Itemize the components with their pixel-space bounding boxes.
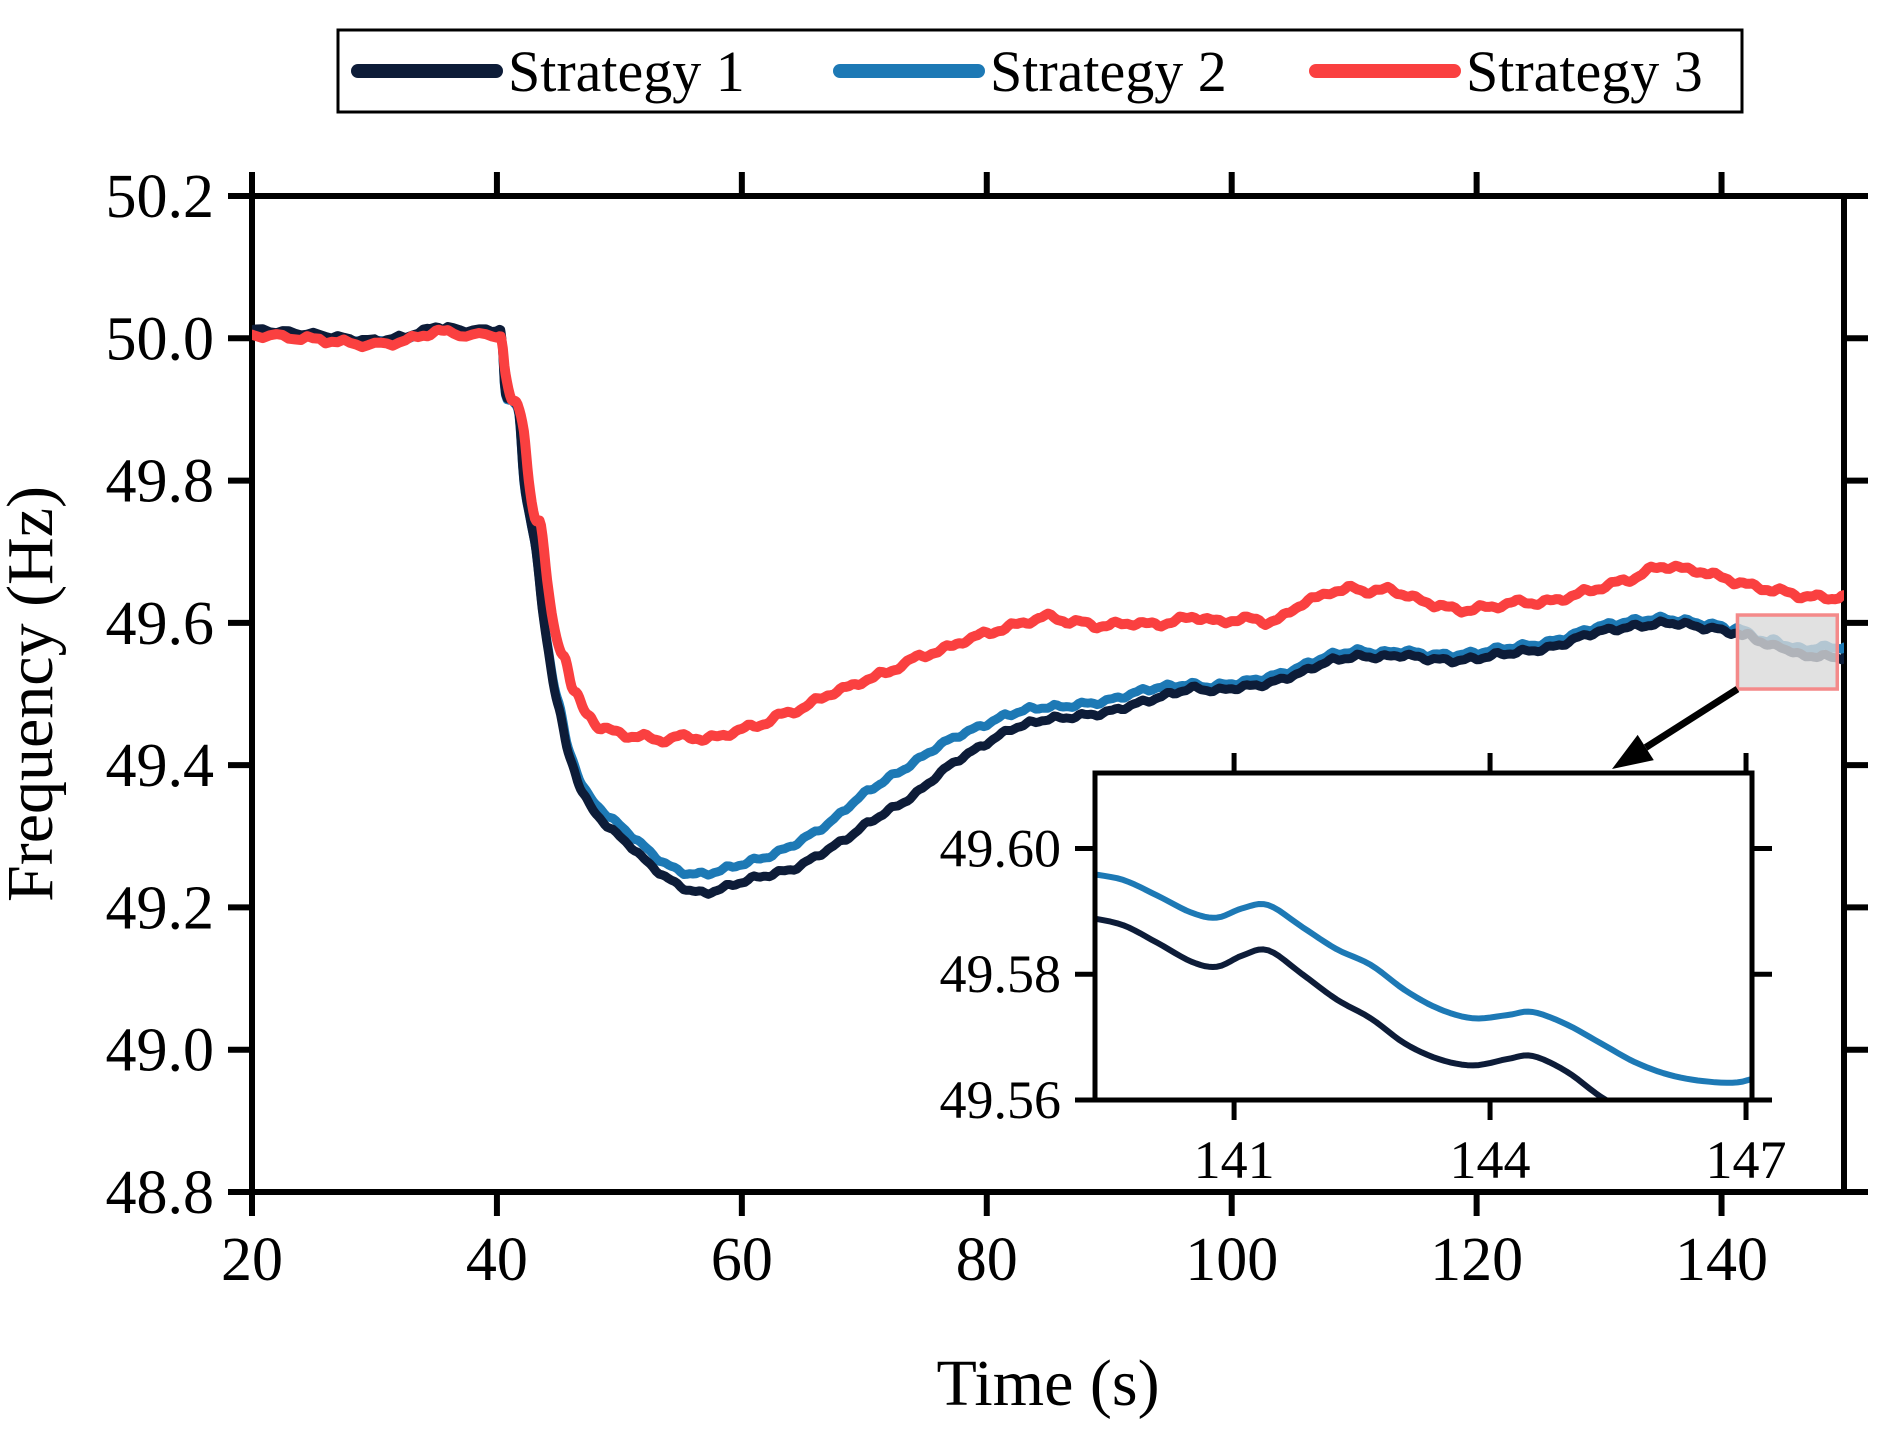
x-tick-label: 120	[1430, 1226, 1523, 1294]
y-tick-label: 50.2	[106, 163, 215, 231]
main-axis-tick-labels: 20 40 60 80 100 120 140 48.8 49.0 49.2 49.4 49.6 49.…	[106, 163, 1769, 1294]
inset-series-line-strategy-2	[1095, 871, 1752, 1086]
callout-arrow-line	[1643, 686, 1740, 751]
series-line-strategy-3	[252, 324, 1844, 748]
main-plot-frame	[249, 193, 1847, 1195]
inset-zoom-plot: 141 144 147 49.56 49.58 49.60	[940, 753, 1787, 1190]
y-tick-label: 48.8	[106, 1159, 215, 1227]
main-plot-axes: 20 40 60 80 100 120 140 48.8 49.0 49.2 49.4 49.6 49.…	[0, 163, 1868, 1420]
zoom-highlight-region	[1735, 613, 1840, 691]
legend-label-strategy-1: Strategy 1	[508, 39, 745, 104]
y-tick-label: 49.4	[106, 732, 215, 800]
inset-background	[1095, 773, 1752, 1100]
main-axis-ticks	[228, 172, 1868, 1216]
legend: Strategy 1 Strategy 2 Strategy 3	[336, 28, 1744, 114]
inset-y-tick-label: 49.58	[940, 944, 1062, 1004]
x-tick-label: 140	[1675, 1226, 1768, 1294]
callout-arrowhead	[1612, 734, 1654, 769]
x-axis-label: Time (s)	[936, 1347, 1159, 1420]
inset-series-line-strategy-1	[1095, 915, 1612, 1100]
inset-x-tick-label: 144	[1450, 1130, 1531, 1190]
y-tick-label: 49.0	[106, 1017, 215, 1085]
y-tick-label: 49.8	[106, 448, 215, 516]
highlight-box	[1735, 613, 1840, 691]
y-tick-label: 50.0	[106, 305, 215, 373]
y-tick-label: 49.2	[106, 874, 215, 942]
x-tick-label: 80	[956, 1226, 1018, 1294]
y-axis-label: Frequency (Hz)	[0, 486, 67, 902]
inset-x-tick-label: 141	[1194, 1130, 1275, 1190]
inset-y-tick-label: 49.56	[940, 1070, 1062, 1130]
x-tick-label: 100	[1185, 1226, 1278, 1294]
inset-x-tick-label: 147	[1706, 1130, 1787, 1190]
main-series-curves	[252, 322, 1844, 899]
legend-label-strategy-2: Strategy 2	[990, 39, 1227, 104]
inset-axis-ticks	[1075, 753, 1772, 1120]
x-tick-label: 60	[711, 1226, 773, 1294]
x-tick-label: 40	[466, 1226, 528, 1294]
inset-plot-frame	[1092, 770, 1755, 1103]
y-tick-label: 49.6	[106, 590, 215, 658]
legend-label-strategy-3: Strategy 3	[1466, 39, 1703, 104]
inset-y-tick-label: 49.60	[940, 818, 1062, 878]
x-tick-label: 20	[221, 1226, 283, 1294]
legend-frame	[336, 28, 1744, 114]
series-line-strategy-1	[252, 322, 1844, 899]
inset-series-curves	[1095, 871, 1752, 1100]
zoom-callout-arrow	[1612, 686, 1740, 769]
inset-axis-tick-labels: 141 144 147 49.56 49.58 49.60	[940, 818, 1787, 1190]
